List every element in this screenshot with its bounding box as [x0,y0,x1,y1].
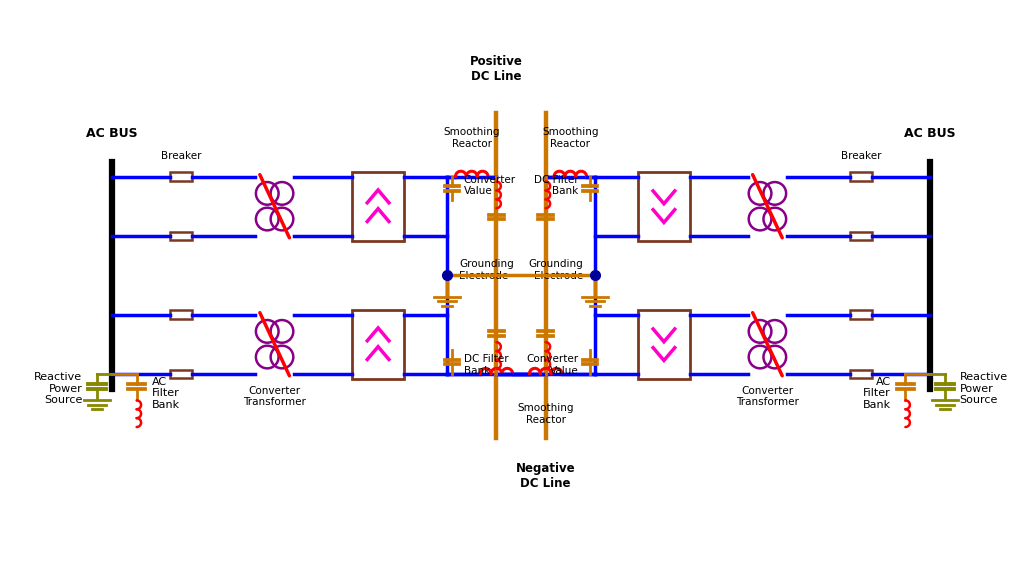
Text: Converter
Transformer: Converter Transformer [736,386,799,407]
Bar [850,172,871,181]
Bar [850,231,871,240]
Text: Breaker: Breaker [161,151,202,161]
Text: Smoothing
Reactor: Smoothing Reactor [443,128,500,149]
Text: DC Filter
Bank: DC Filter Bank [534,175,579,196]
Text: Reactive
Power
Source: Reactive Power Source [959,372,1008,405]
Text: AC BUS: AC BUS [904,127,955,140]
Text: Smoothing
Reactor: Smoothing Reactor [517,403,573,425]
Text: Grounding
Electrode: Grounding Electrode [528,259,583,281]
Text: Breaker: Breaker [841,151,882,161]
Text: Converter
Value: Converter Value [526,354,579,376]
Bar [638,310,689,379]
Bar [352,310,403,379]
Text: AC BUS: AC BUS [86,127,138,140]
Text: Converter
Transformer: Converter Transformer [243,386,306,407]
Bar [850,369,871,378]
Text: DC Filter
Bank: DC Filter Bank [464,354,509,376]
Bar [170,231,191,240]
Text: Grounding
Electrode: Grounding Electrode [459,259,514,281]
Text: AC
Filter
Bank: AC Filter Bank [152,377,179,410]
Bar [170,172,191,181]
Bar [170,369,191,378]
Text: Reactive
Power
Source: Reactive Power Source [34,372,82,405]
Bar [638,172,689,241]
Bar [850,310,871,319]
Text: Negative
DC Line: Negative DC Line [516,462,575,491]
Text: Smoothing
Reactor: Smoothing Reactor [542,128,599,149]
Bar [352,172,403,241]
Text: AC
Filter
Bank: AC Filter Bank [862,377,891,410]
Bar [170,310,191,319]
Text: Positive
DC Line: Positive DC Line [470,55,523,83]
Text: Converter
Value: Converter Value [464,175,516,196]
